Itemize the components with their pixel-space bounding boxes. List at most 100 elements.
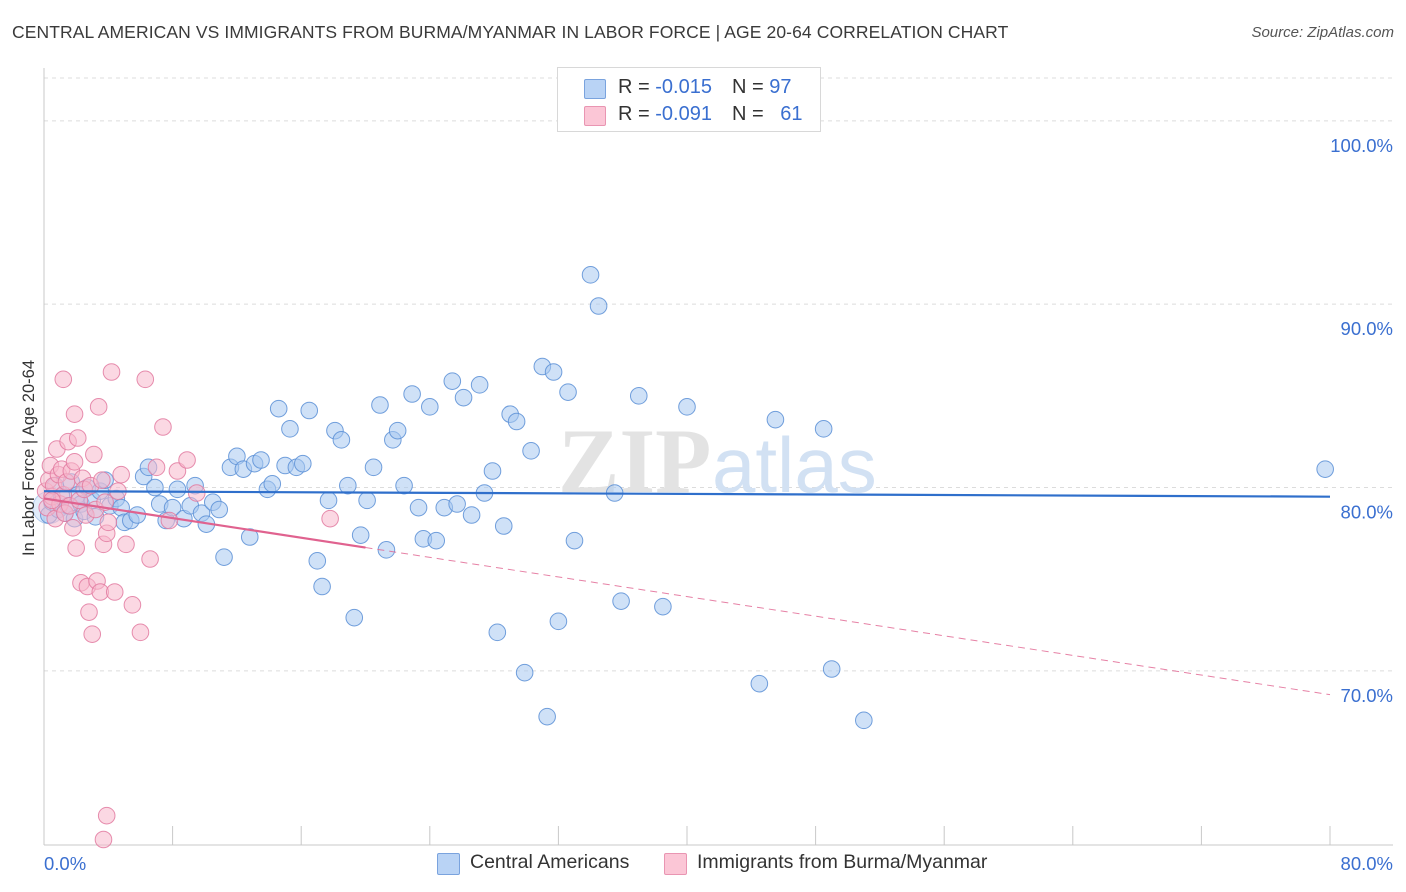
point-burma <box>160 511 179 530</box>
point-central-american <box>427 531 446 550</box>
point-central-american <box>678 398 696 416</box>
legend-n-value: 61 <box>780 103 803 125</box>
point-burma <box>154 418 172 436</box>
legend-swatch-pink <box>584 106 606 126</box>
point-central-american <box>294 454 312 473</box>
point-burma <box>65 405 84 423</box>
point-central-american <box>470 376 489 394</box>
point-central-american <box>168 480 187 499</box>
point-central-american <box>128 506 147 524</box>
point-central-american <box>488 623 507 642</box>
y-tick-label: 80.0% <box>1341 502 1393 523</box>
legend-swatch-blue <box>437 853 460 875</box>
point-central-american <box>146 478 164 497</box>
point-burma <box>105 583 124 601</box>
point-central-american <box>538 707 556 726</box>
legend-text: R = -0.091 N = 61 <box>618 103 802 126</box>
x-tick-label: 0.0% <box>44 853 86 874</box>
point-central-american <box>766 410 785 429</box>
point-central-american <box>308 552 327 570</box>
trend-lines <box>43 490 1331 696</box>
legend-n-value: 97 <box>769 76 792 98</box>
point-burma <box>136 370 155 389</box>
x-tick-label: 80.0% <box>1341 853 1393 874</box>
point-central-american <box>240 528 259 546</box>
point-burma <box>112 465 130 484</box>
trend-line-burma-dashed <box>365 547 1331 696</box>
legend-r-value: -0.015 <box>655 76 712 98</box>
point-central-american <box>371 396 389 414</box>
point-central-american <box>448 495 466 513</box>
point-burma <box>85 445 103 464</box>
point-burma <box>93 471 111 489</box>
point-burma <box>67 539 85 557</box>
point-burma <box>131 623 150 642</box>
point-burma <box>97 806 116 825</box>
point-central-american <box>252 451 270 469</box>
point-central-american <box>483 462 502 480</box>
point-central-american <box>403 385 421 403</box>
point-central-american <box>332 431 351 449</box>
watermark-atlas: atlas <box>712 421 877 509</box>
point-central-american <box>515 663 534 682</box>
point-central-american <box>281 420 299 438</box>
point-central-american <box>855 711 873 730</box>
point-burma <box>89 398 108 416</box>
legend-label: Central Americans <box>470 851 630 873</box>
axes <box>43 68 1393 846</box>
point-central-american <box>544 363 563 381</box>
point-central-american <box>395 476 413 495</box>
point-burma <box>123 596 142 614</box>
point-central-american <box>339 476 357 495</box>
trend-line-burma-solid <box>43 497 366 549</box>
point-central-american <box>313 577 331 596</box>
point-central-american <box>358 491 376 510</box>
correlation-legend: R = -0.015 N = 97 R = -0.091 N = 61 <box>557 67 821 132</box>
legend-label: Immigrants from Burma/Myanmar <box>697 851 988 873</box>
chart-title: CENTRAL AMERICAN VS IMMIGRANTS FROM BURM… <box>12 22 1009 42</box>
y-axis-title: In Labor Force | Age 20-64 <box>20 360 38 556</box>
point-central-american <box>300 401 319 420</box>
point-central-american <box>559 383 577 401</box>
point-central-american <box>565 531 584 550</box>
y-tick-label: 100.0% <box>1330 135 1393 156</box>
watermark-zip: ZIP <box>558 410 711 512</box>
point-central-american <box>654 597 672 616</box>
legend-r-label: R = <box>618 103 656 125</box>
point-central-american <box>1316 460 1334 478</box>
point-central-american <box>443 372 462 390</box>
point-burma <box>94 830 113 849</box>
point-central-american <box>549 612 568 631</box>
point-burma <box>64 519 82 537</box>
point-burma <box>80 603 98 621</box>
point-central-american <box>612 592 630 610</box>
point-central-american <box>454 388 473 407</box>
point-central-american <box>814 420 833 438</box>
trend-line-central-americans <box>43 490 1331 498</box>
point-central-american <box>215 548 233 566</box>
point-burma <box>187 484 206 502</box>
point-central-american <box>822 660 841 678</box>
legend-text: R = -0.015 N = 97 <box>618 76 791 99</box>
gridlines <box>44 77 1393 672</box>
point-central-american <box>750 674 769 693</box>
point-central-american <box>319 491 338 510</box>
point-central-american <box>364 458 383 477</box>
point-central-american <box>629 387 648 405</box>
y-tick-label: 90.0% <box>1341 318 1393 339</box>
point-burma <box>99 513 118 532</box>
point-central-american <box>409 498 428 517</box>
point-burma <box>54 370 73 389</box>
point-burma <box>117 535 135 554</box>
legend-swatch-blue <box>584 79 606 99</box>
point-central-american <box>522 442 540 460</box>
point-central-american <box>263 475 282 493</box>
point-central-american <box>581 266 600 284</box>
source-label: Source: ZipAtlas.com <box>1251 24 1394 41</box>
point-burma <box>178 451 196 469</box>
point-burma <box>65 453 84 471</box>
point-central-american <box>421 398 439 416</box>
point-central-american <box>507 412 526 431</box>
legend-r-label: R = <box>618 76 656 98</box>
